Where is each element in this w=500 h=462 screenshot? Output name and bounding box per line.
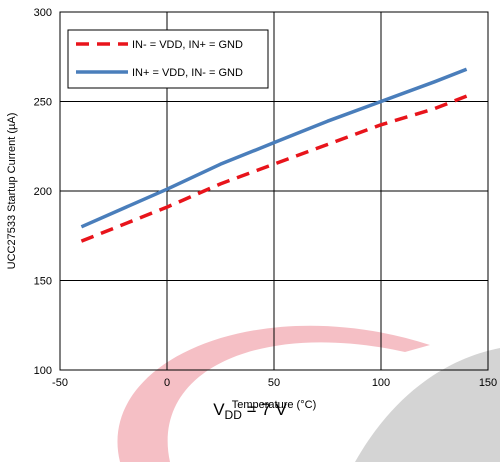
y-tick-label: 100 bbox=[34, 365, 52, 377]
tick-labels: -50 0 50 100 150 100 150 200 250 300 bbox=[34, 7, 498, 389]
x-tick-label: 150 bbox=[479, 377, 497, 389]
x-tick-label: 50 bbox=[268, 377, 280, 389]
vdd-annotation-main: V bbox=[213, 400, 225, 419]
y-axis-label: UCC27533 Startup Current (µA) bbox=[6, 113, 18, 270]
series-line-2 bbox=[80, 67, 468, 229]
series-line-1 bbox=[80, 94, 468, 243]
series-layer bbox=[80, 67, 468, 243]
legend: IN- = VDD, IN+ = GND IN+ = VDD, IN- = GND bbox=[67, 29, 269, 89]
legend-label-2: IN+ = VDD, IN- = GND bbox=[132, 67, 243, 79]
y-tick-label: 300 bbox=[34, 7, 52, 19]
y-tick-label: 250 bbox=[34, 97, 52, 109]
legend-box bbox=[67, 29, 269, 89]
x-tick-label: -50 bbox=[52, 377, 68, 389]
plot-area-border bbox=[59, 11, 489, 371]
y-tick-label: 150 bbox=[34, 276, 52, 288]
legend-label-1: IN- = VDD, IN+ = GND bbox=[132, 39, 243, 51]
y-tick-label: 200 bbox=[34, 186, 52, 198]
vdd-annotation-value: = 7 V bbox=[241, 400, 287, 419]
x-tick-label: 0 bbox=[164, 377, 170, 389]
watermark-swooshes bbox=[117, 325, 500, 462]
vdd-annotation: VDD = 7 V bbox=[0, 400, 500, 422]
x-tick-label: 100 bbox=[372, 377, 390, 389]
vdd-annotation-subscript: DD bbox=[224, 408, 242, 422]
x-axis-label: Temperature (°C) bbox=[232, 399, 316, 411]
